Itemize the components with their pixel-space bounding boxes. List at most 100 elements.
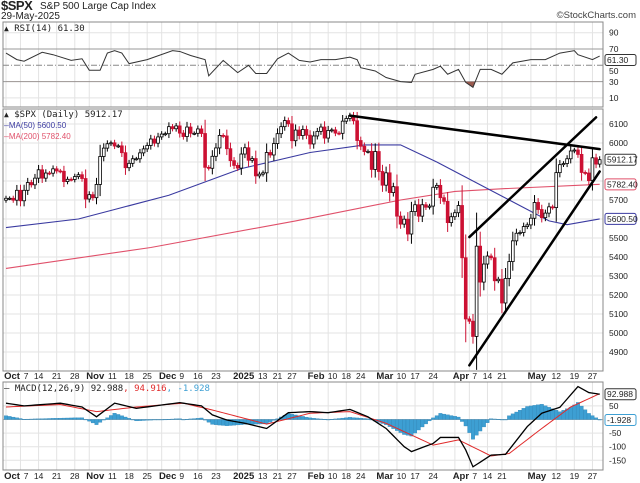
candle-body bbox=[76, 174, 81, 178]
x-axis-tick-label: 7 bbox=[472, 471, 477, 481]
macd-histogram-bar bbox=[47, 418, 52, 420]
macd-histogram-bar bbox=[409, 419, 414, 437]
x-axis-tick-label: 24 bbox=[356, 371, 366, 381]
panel-border bbox=[2, 108, 604, 372]
macd-histogram-bar bbox=[61, 417, 66, 420]
macd-histogram-bar bbox=[36, 418, 41, 420]
x-axis-tick-label: 9 bbox=[179, 371, 184, 381]
signal-legend-value: 94.916 bbox=[134, 384, 167, 394]
macd-histogram-bar bbox=[420, 419, 425, 428]
macd-histogram-bar bbox=[80, 417, 84, 420]
x-axis-tick-label: Feb bbox=[308, 371, 325, 382]
ma200-value: 5782.40 bbox=[607, 179, 638, 189]
candle-body bbox=[304, 129, 309, 136]
x-axis-tick-label: 10 bbox=[328, 371, 338, 381]
candle-body bbox=[29, 182, 34, 186]
candle-body bbox=[40, 169, 44, 179]
candle-body bbox=[282, 120, 287, 128]
candle-body bbox=[369, 150, 374, 170]
candle-body bbox=[597, 159, 602, 165]
ma50-value: 5600.50 bbox=[607, 214, 638, 224]
candle-body bbox=[290, 123, 294, 142]
macd-histogram-bar bbox=[485, 419, 490, 423]
candle-body bbox=[58, 170, 63, 173]
candle-body bbox=[565, 158, 569, 164]
x-axis-tick-label: 27 bbox=[588, 371, 598, 381]
symbol-title: $SPX bbox=[1, 0, 33, 13]
macd-histogram-bar bbox=[109, 415, 113, 420]
rsi-axis-label: 10 bbox=[609, 93, 619, 103]
x-axis-tick-label: Feb bbox=[308, 471, 325, 482]
macd-histogram-bar bbox=[362, 418, 367, 420]
x-axis-tick-label: 23 bbox=[211, 471, 221, 481]
macd-histogram-bar bbox=[123, 416, 128, 420]
x-axis-tick-label: 28 bbox=[70, 371, 80, 381]
macd-histogram-bar bbox=[210, 419, 215, 425]
price-axis-label: 4900 bbox=[609, 347, 628, 357]
candle-body bbox=[308, 134, 312, 145]
ma200-legend-text: MA(200) 5782.40 bbox=[8, 132, 71, 141]
macd-histogram-bar bbox=[478, 419, 483, 432]
macd-histogram-bar bbox=[51, 418, 56, 420]
candle-body bbox=[109, 142, 113, 145]
candle-body bbox=[264, 152, 269, 174]
macd-legend: — MACD(12,26,9) 92.988, 94.916, -1.928 bbox=[4, 384, 210, 394]
candle-body bbox=[587, 172, 591, 182]
macd-histogram-bar bbox=[337, 418, 341, 420]
candle-body bbox=[235, 165, 240, 169]
x-axis-tick-label: 23 bbox=[211, 371, 221, 381]
candle-body bbox=[558, 164, 562, 174]
candle-body bbox=[467, 318, 472, 322]
macd-histogram-bar bbox=[188, 418, 193, 420]
x-axis-tick-label: 21 bbox=[52, 471, 62, 481]
price-axis-label: 5000 bbox=[609, 328, 628, 338]
x-axis-tick-label: Oct bbox=[4, 471, 21, 482]
candle-body bbox=[434, 184, 439, 188]
candle-body bbox=[36, 169, 41, 179]
candle-body bbox=[532, 202, 537, 219]
x-axis-tick-label: 7 bbox=[472, 371, 477, 381]
macd-histogram-bar bbox=[597, 419, 602, 421]
macd-histogram-bar bbox=[58, 417, 63, 420]
candle-body bbox=[583, 172, 587, 174]
x-axis-tick-label: 14 bbox=[34, 471, 44, 481]
x-axis-tick-label: 10 bbox=[397, 371, 407, 381]
macd-histogram-bar bbox=[119, 415, 124, 420]
x-axis-tick-label: 24 bbox=[428, 471, 438, 481]
x-axis-tick-label: 14 bbox=[483, 471, 493, 481]
candle-body bbox=[174, 125, 178, 130]
macd-histogram-bar bbox=[76, 417, 81, 420]
macd-histogram-bar bbox=[413, 419, 418, 434]
candle-body bbox=[301, 129, 305, 136]
macd-histogram-bar bbox=[329, 419, 334, 420]
macd-histogram-bar bbox=[105, 417, 110, 420]
macd-histogram-bar bbox=[514, 411, 519, 420]
histogram-last-value-box bbox=[604, 414, 637, 427]
candle-body bbox=[550, 206, 555, 209]
macd-last-value: 92.988 bbox=[607, 389, 633, 399]
candle-body bbox=[358, 140, 363, 147]
macd-histogram-bar bbox=[586, 413, 591, 420]
candle-body bbox=[54, 168, 59, 172]
candle-body bbox=[507, 261, 511, 279]
rsi-last-value-box bbox=[604, 54, 637, 66]
macd-histogram-bar bbox=[355, 417, 360, 420]
x-axis-tick-label: 24 bbox=[428, 371, 438, 381]
candle-body bbox=[62, 170, 66, 182]
macd-histogram-bar bbox=[452, 416, 457, 420]
candle-body bbox=[572, 149, 577, 152]
candle-body bbox=[311, 135, 316, 145]
macd-histogram-bar bbox=[177, 418, 182, 420]
price-legend-text: $SPX (Daily) 5912.17 bbox=[14, 110, 123, 120]
macd-histogram-bar bbox=[308, 417, 313, 420]
candle-body bbox=[206, 166, 211, 169]
candle-body bbox=[453, 212, 457, 218]
candle-body bbox=[80, 174, 84, 179]
macd-histogram-bar bbox=[290, 414, 294, 420]
x-axis-tick-label: Oct bbox=[4, 371, 21, 382]
candle-body bbox=[543, 212, 548, 219]
rsi-legend-text: RSI(14) 61.30 bbox=[14, 24, 85, 34]
candle-body bbox=[413, 204, 417, 212]
macd-axis-label: -100 bbox=[609, 442, 626, 452]
macd-histogram-bar bbox=[14, 417, 19, 420]
